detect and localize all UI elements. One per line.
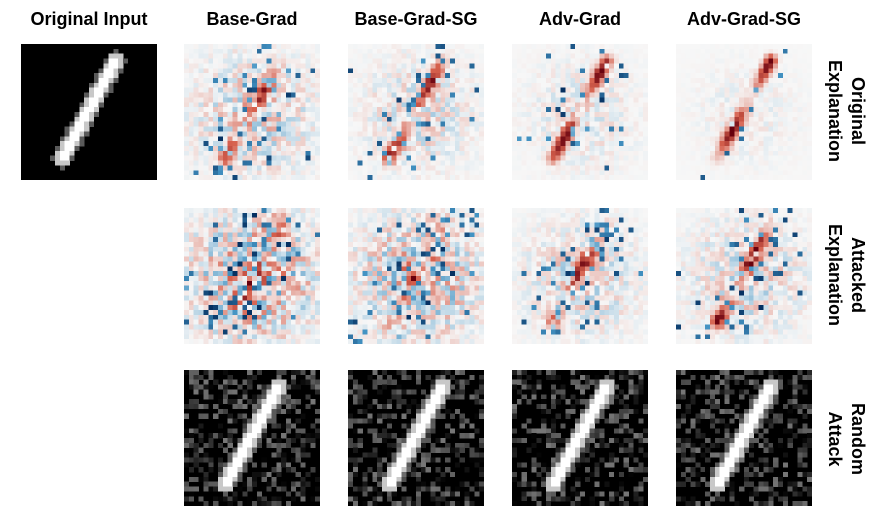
base-grad-sg-random-attack bbox=[348, 370, 484, 506]
row-title-line2: Explanation bbox=[825, 59, 845, 162]
row-title-line1: Random bbox=[848, 403, 868, 475]
row-title-random-attack: Random Attack bbox=[823, 379, 869, 499]
original-input-image bbox=[21, 44, 157, 180]
adv-grad-random-attack-pixels bbox=[512, 370, 648, 506]
base-grad-random-attack bbox=[184, 370, 320, 506]
column-title-base-grad: Base-Grad bbox=[206, 9, 298, 29]
base-grad-random-attack-pixels bbox=[184, 370, 320, 506]
base-grad-sg-original-explanation bbox=[348, 44, 484, 180]
column-title-adv-grad: Adv-Grad bbox=[538, 9, 622, 29]
row-title-line2: Attack bbox=[825, 411, 845, 467]
base-grad-sg-original-explanation-pixels bbox=[348, 44, 484, 180]
adv-grad-original-explanation-pixels bbox=[512, 44, 648, 180]
adv-grad-sg-original-explanation-pixels bbox=[676, 44, 812, 180]
base-grad-sg-attacked-explanation-pixels bbox=[348, 208, 484, 344]
base-grad-sg-attacked-explanation bbox=[348, 208, 484, 344]
column-title-adv-grad-sg: Adv-Grad-SG bbox=[686, 9, 802, 29]
adv-grad-attacked-explanation-pixels bbox=[512, 208, 648, 344]
adv-grad-attacked-explanation bbox=[512, 208, 648, 344]
base-grad-original-explanation-pixels bbox=[184, 44, 320, 180]
column-title-base-grad-sg: Base-Grad-SG bbox=[354, 9, 478, 29]
base-grad-attacked-explanation-pixels bbox=[184, 208, 320, 344]
row-title-line1: Original bbox=[848, 76, 868, 145]
adv-grad-sg-attacked-explanation bbox=[676, 208, 812, 344]
column-title-original-input: Original Input bbox=[30, 9, 148, 29]
row-title-line2: Explanation bbox=[825, 223, 845, 326]
row-title-original-explanation: Original Explanation bbox=[823, 51, 869, 171]
base-grad-original-explanation bbox=[184, 44, 320, 180]
base-grad-attacked-explanation bbox=[184, 208, 320, 344]
row-title-attacked-explanation: Attacked Explanation bbox=[823, 215, 869, 335]
adv-grad-original-explanation bbox=[512, 44, 648, 180]
row-title-line1: Attacked bbox=[848, 236, 868, 314]
adv-grad-sg-attacked-explanation-pixels bbox=[676, 208, 812, 344]
base-grad-sg-random-attack-pixels bbox=[348, 370, 484, 506]
adv-grad-sg-random-attack-pixels bbox=[676, 370, 812, 506]
adv-grad-sg-random-attack bbox=[676, 370, 812, 506]
adv-grad-sg-original-explanation bbox=[676, 44, 812, 180]
adv-grad-random-attack bbox=[512, 370, 648, 506]
original-input-image-pixels bbox=[21, 44, 157, 180]
